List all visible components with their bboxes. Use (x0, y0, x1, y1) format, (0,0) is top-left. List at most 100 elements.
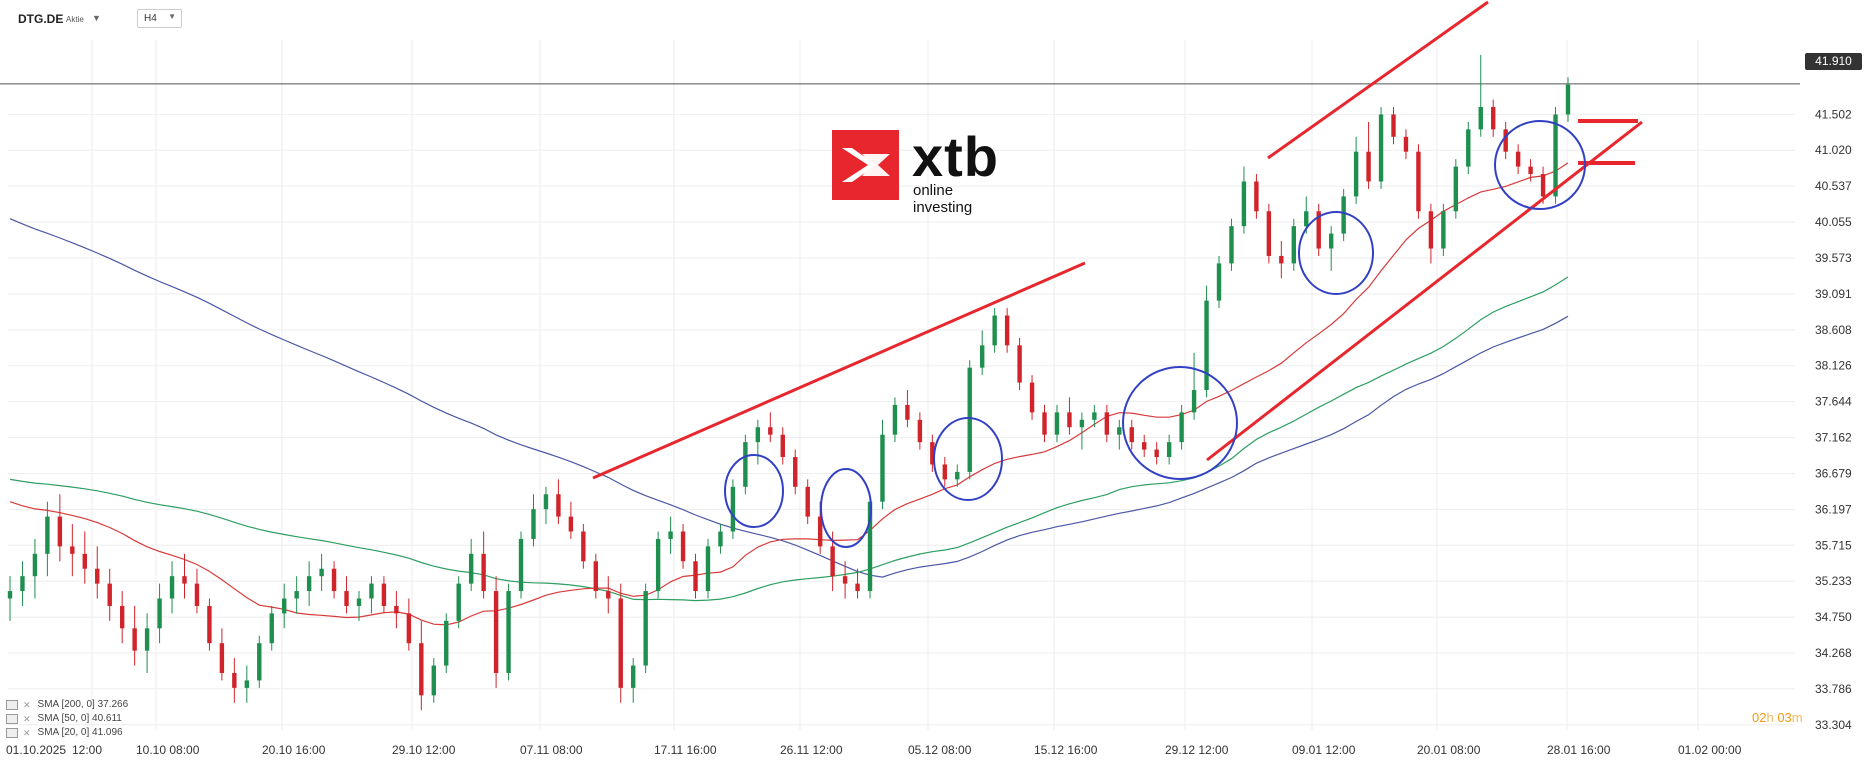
candle-body (207, 605, 212, 644)
timeframe-value: H4 (144, 13, 157, 24)
candle-body (1378, 114, 1384, 182)
candle-body (282, 598, 287, 614)
candle-body (1291, 226, 1296, 264)
candle-body (743, 442, 748, 487)
x-tick-label: 28.01 16:00 (1547, 743, 1611, 757)
indicator-icon (6, 728, 18, 738)
close-icon: ✕ (23, 728, 31, 738)
trendline (1206, 120, 1643, 462)
candle-body (593, 561, 599, 592)
y-tick-label: 33.786 (1815, 682, 1852, 696)
annotations-layer (592, 0, 1643, 548)
candle-body (618, 598, 623, 688)
chart-grid (0, 40, 1800, 730)
candle-body (1204, 300, 1209, 390)
chevron-down-icon: ▼ (168, 12, 176, 21)
candle-body (1079, 419, 1085, 428)
y-tick-label: 33.304 (1815, 718, 1852, 732)
candle-body (1515, 151, 1521, 167)
candle-body (45, 516, 50, 554)
candle-body (967, 367, 972, 472)
candle-body (805, 486, 810, 517)
candle-body (1328, 233, 1334, 249)
candle-body (780, 434, 785, 458)
y-tick-label: 39.091 (1815, 287, 1852, 301)
candle-body (82, 553, 87, 569)
candle-body (144, 628, 150, 651)
sma50-line (9, 276, 1569, 602)
candle-body (1191, 390, 1197, 413)
legend-sma20[interactable]: ✕ SMA [20, 0] 41.096 (6, 726, 128, 740)
candle-body (867, 501, 873, 592)
candle-body (1316, 211, 1321, 249)
candle-body (880, 434, 885, 502)
symbol-name[interactable]: DTG.DE (18, 12, 64, 26)
trendline (1267, 0, 1489, 160)
candle-body (1353, 151, 1359, 197)
xtb-logo-tagline: online investing (913, 182, 973, 216)
candle-body (556, 494, 561, 517)
legend-sma50[interactable]: ✕ SMA [50, 0] 40.611 (6, 712, 128, 726)
y-tick-label: 35.233 (1815, 574, 1852, 588)
candle-body (456, 583, 461, 621)
sma20-path (9, 162, 1569, 626)
candle-body (331, 568, 337, 592)
candle-body (718, 531, 723, 547)
indicator-legend: ✕ SMA [200, 0] 37.266 ✕ SMA [50, 0] 40.611… (6, 698, 128, 740)
candle-body (406, 613, 412, 644)
candle-body (1565, 84, 1571, 115)
highlight-circle (1122, 366, 1238, 480)
candle-body (631, 665, 636, 688)
trendline (592, 261, 1086, 480)
candle-body (979, 345, 985, 368)
candle-body (755, 427, 761, 443)
sma20-line (9, 162, 1569, 626)
x-tick-label: 29.10 12:00 (392, 743, 456, 757)
candle-body (95, 568, 100, 584)
candle-body (493, 591, 499, 673)
candle-body (606, 591, 611, 599)
timeframe-select[interactable]: H4 ▼ (137, 9, 182, 28)
indicator-icon (6, 700, 18, 710)
highlight-circle (933, 417, 1003, 501)
candle-body (381, 583, 387, 606)
candle-body (1017, 345, 1022, 383)
candle-body (1229, 226, 1234, 264)
candle-body (942, 464, 947, 480)
y-tick-label: 34.750 (1815, 610, 1852, 624)
y-tick-label: 36.197 (1815, 502, 1852, 516)
candle-body (793, 457, 798, 487)
countdown-minutes: 03 (1777, 710, 1792, 725)
symbol-dropdown-icon[interactable]: ▼ (92, 13, 101, 23)
y-tick-label: 41.020 (1815, 143, 1852, 157)
countdown-m-unit: m (1791, 710, 1803, 725)
candle-countdown: 02h 03m (1752, 710, 1803, 725)
legend-sma50-label: SMA [50, 0] 40.611 (37, 713, 122, 724)
candle-body (1553, 114, 1558, 197)
candle-body (1453, 166, 1459, 212)
candle-body (306, 576, 312, 592)
candle-body (1503, 129, 1508, 152)
candle-body (132, 628, 137, 651)
legend-sma20-label: SMA [20, 0] 41.096 (37, 727, 123, 738)
symbol-type: Aktie (66, 15, 84, 24)
candle-body (444, 620, 449, 666)
y-tick-label: 37.644 (1815, 395, 1852, 409)
candle-body (1428, 211, 1434, 249)
candles-layer (7, 54, 1571, 711)
legend-sma200[interactable]: ✕ SMA [200, 0] 37.266 (6, 698, 128, 712)
candle-body (568, 516, 574, 532)
y-tick-label: 38.608 (1815, 323, 1852, 337)
highlight-circle (1298, 211, 1374, 295)
candle-body (1478, 107, 1483, 130)
candle-body (643, 591, 648, 666)
candle-body (1154, 449, 1159, 458)
candle-body (257, 643, 262, 681)
candle-body (1092, 412, 1097, 420)
countdown-hours: 02 (1752, 710, 1767, 725)
candle-body (655, 538, 661, 592)
candle-body (518, 538, 524, 592)
top-bar: DTG.DE Aktie ▼ H4 ▼ (0, 0, 1866, 36)
candle-body (1491, 107, 1496, 130)
